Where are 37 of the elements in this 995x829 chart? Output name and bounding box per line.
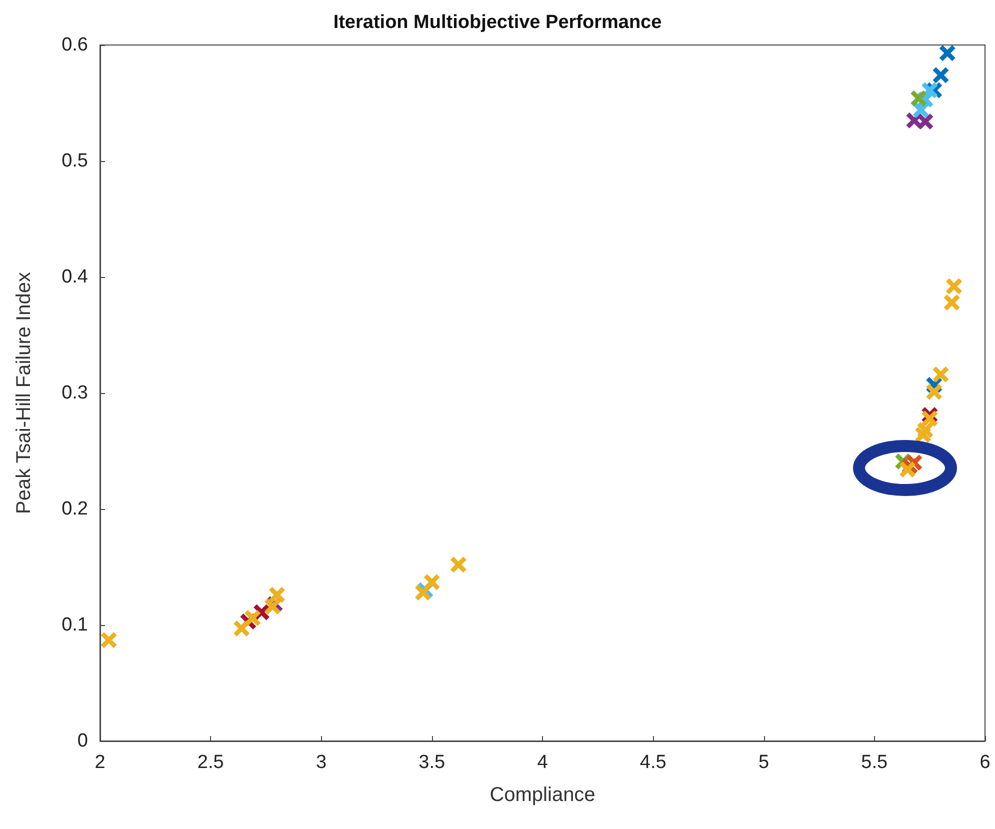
- x-tick-label: 6: [980, 752, 990, 773]
- y-axis-title: Peak Tsai-Hill Failure Index: [13, 272, 35, 514]
- x-tick-label: 3: [316, 752, 327, 773]
- y-tick-label: 0.4: [62, 266, 88, 288]
- point: [932, 366, 949, 382]
- point: [244, 610, 261, 626]
- point: [922, 82, 938, 98]
- point: [424, 574, 440, 590]
- x-tick-label: 4.5: [640, 752, 666, 773]
- point: [932, 67, 949, 84]
- point: [915, 426, 932, 443]
- y-tick-label: 0.5: [62, 150, 88, 172]
- point: [100, 632, 117, 648]
- point: [922, 410, 938, 427]
- point: [900, 462, 916, 478]
- x-tick-label: 5: [758, 752, 770, 773]
- point: [234, 620, 250, 636]
- y-tick-label: 0.2: [62, 498, 88, 520]
- point: [939, 45, 956, 62]
- y-tick-label: 0.3: [62, 382, 88, 404]
- chart-title: Iteration Multiobjective Performance: [333, 12, 662, 33]
- x-axis-title: Compliance: [490, 784, 596, 806]
- point: [917, 114, 934, 130]
- x-tick-label: 4: [537, 752, 548, 773]
- point: [946, 278, 962, 294]
- point: [926, 384, 942, 400]
- x-tick-label: 3.5: [418, 752, 446, 773]
- y-tick-label: 0.6: [62, 34, 88, 56]
- point: [269, 586, 285, 603]
- x-tick-label: 2.5: [197, 752, 224, 773]
- point: [450, 556, 466, 573]
- point: [944, 294, 960, 311]
- y-tick-label: 0: [77, 730, 88, 752]
- x-tick-label: 2: [94, 752, 106, 773]
- y-tick-label: 0.1: [62, 614, 88, 636]
- x-tick-label: 5.5: [861, 752, 888, 773]
- point: [910, 90, 927, 106]
